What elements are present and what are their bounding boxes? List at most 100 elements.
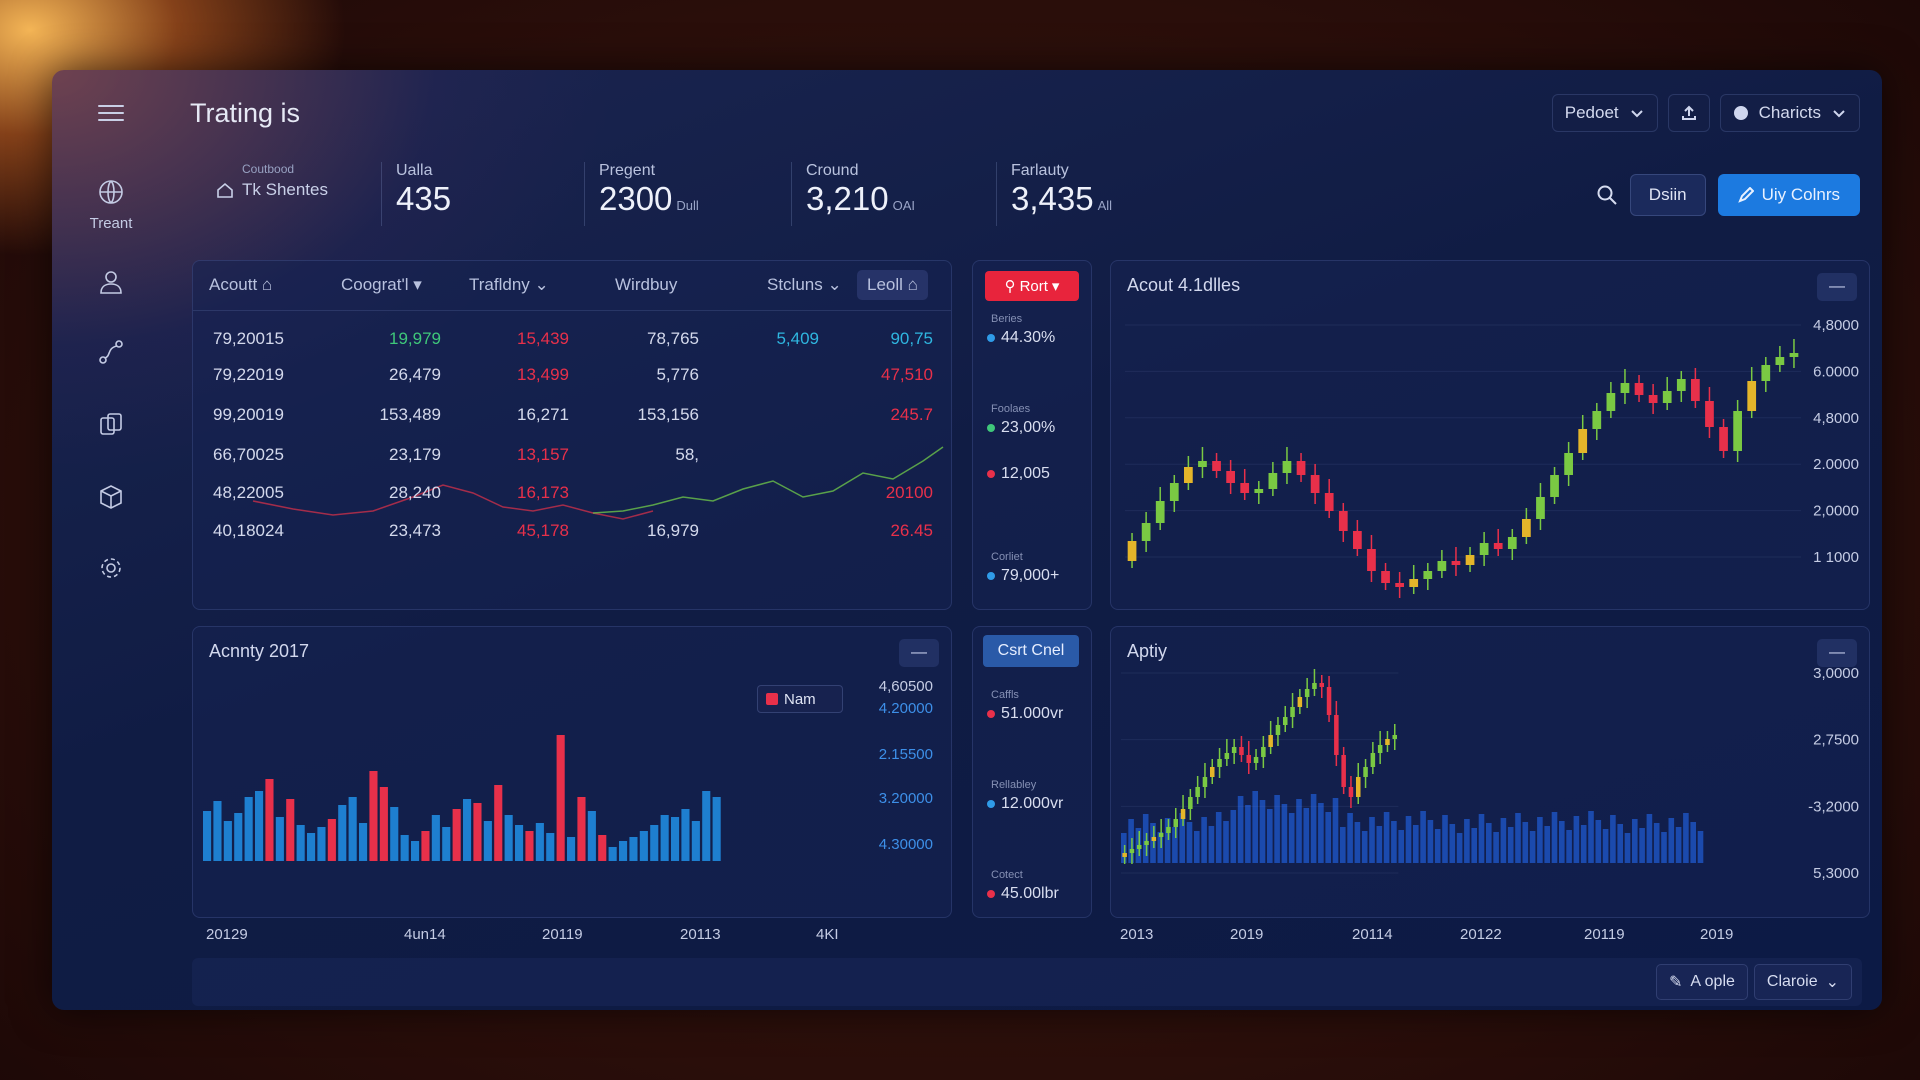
candle-body (1253, 757, 1259, 763)
table-cell: 45,178 (517, 521, 569, 540)
volume-bar (1274, 795, 1280, 863)
candle-body (1479, 543, 1489, 555)
candle-body (1437, 561, 1447, 571)
sidebar-item-settings[interactable] (52, 554, 170, 587)
ratio-item: 12,005 (987, 461, 1087, 483)
y-tick-label: -3,2000 (1808, 798, 1859, 815)
table-cell: 13,499 (517, 365, 569, 384)
candle-body (1634, 383, 1644, 395)
rort-button[interactable]: ⚲ Rort ▾ (985, 271, 1079, 301)
activity-bar (379, 787, 388, 861)
volume-bar (1551, 812, 1558, 863)
x-tick-label: 2019 (1230, 926, 1264, 943)
candle-body (1507, 537, 1517, 549)
status-dot (987, 800, 995, 808)
candle-body (1282, 717, 1288, 725)
activity-bar (567, 837, 576, 861)
table-cell: 90,75 (890, 329, 933, 348)
candle-body (1392, 735, 1398, 739)
candle-x-axis: 2013 2019 20114 20122 20119 2019 (1110, 926, 1870, 946)
candle-body (1338, 511, 1348, 531)
table-cell: 99,20019 (213, 405, 284, 424)
sidebar-item-route[interactable] (52, 338, 170, 371)
stat-caption: Farlauty (1011, 162, 1069, 179)
col-header-stcluns[interactable]: Stcluns ⌄ (767, 275, 842, 294)
product-dropdown[interactable]: Pedoet (1551, 94, 1658, 132)
y-tick-label: 4,8000 (1813, 410, 1859, 427)
y-tick-label: 2.0000 (1813, 456, 1859, 473)
stat-caption: Pregent (599, 162, 656, 179)
ratio-item: Foolaes 23,00% (987, 403, 1087, 437)
table-cell: 245.7 (890, 405, 933, 424)
activity-bar (712, 797, 721, 861)
volume-bar (1361, 831, 1368, 863)
volume-bar (1398, 830, 1404, 863)
col-header-coograt[interactable]: Coograt'l ▾ (341, 275, 422, 294)
table-row[interactable]: 40,18024 23,473 45,178 16,979 26.45 (193, 509, 951, 555)
cost-cancel-button[interactable]: Csrt Cnel (983, 635, 1079, 667)
export-button[interactable] (1667, 94, 1710, 132)
activity-bar (411, 841, 420, 861)
y-tick-label: 2,7500 (1813, 732, 1859, 749)
sidebar-item-user[interactable] (52, 268, 170, 301)
x-tick-label: 20119 (1584, 926, 1625, 943)
col-header-label: Stcluns (767, 275, 823, 294)
table-cell: 26.45 (890, 521, 933, 540)
panel-menu-button[interactable]: — (1817, 639, 1857, 667)
y-tick-label: 6.0000 (1813, 363, 1859, 380)
candle-body (1312, 683, 1317, 689)
volume-bar (1347, 813, 1353, 863)
y-tick-label: 3.20000 (879, 790, 933, 807)
sidebar: Treant (52, 70, 170, 1010)
stat-value: 2300 (599, 180, 673, 217)
table-row[interactable]: 79,22019 26,479 13,499 5,776 47,510 (193, 353, 951, 399)
candle-body (1261, 747, 1266, 757)
volume-bar (1697, 831, 1704, 863)
hamburger-menu-icon[interactable] (98, 100, 124, 122)
stat-shortcut[interactable]: Coutbood Tk Shentes (202, 162, 382, 226)
sidebar-item-copy[interactable] (52, 410, 170, 443)
table-row[interactable]: 79,20015 19,979 15,439 78,765 5,409 90,75 (193, 317, 951, 363)
volume-bar (1493, 832, 1499, 863)
table-cell: 15,439 (517, 329, 569, 348)
panel-menu-button[interactable]: — (1817, 273, 1857, 301)
y-tick-label: 4,8000 (1813, 317, 1859, 334)
volume-bar (1186, 822, 1193, 863)
volume-bar (1172, 827, 1178, 863)
col-header-acoutt[interactable]: Acoutt ⌂ (209, 275, 273, 294)
activity-bar (286, 799, 295, 861)
candle-body (1550, 475, 1559, 497)
col-header-wirdbuy[interactable]: Wirdbuy (615, 275, 677, 295)
dsiin-button[interactable]: Dsiin (1629, 174, 1706, 216)
panel-menu-button[interactable]: — (899, 639, 939, 667)
apple-button[interactable]: ✎ A ople (1656, 964, 1748, 1000)
volume-bar (1668, 818, 1675, 863)
cost-value: 12.000vr (1001, 795, 1064, 812)
volume-bar (1653, 823, 1660, 863)
cost-value: 45.00lbr (1001, 885, 1059, 902)
table-cell: 26,479 (389, 365, 441, 384)
volume-bar (1522, 822, 1529, 863)
candle-body (1136, 845, 1142, 849)
sidebar-item-box[interactable] (52, 482, 170, 515)
candle-body (1127, 541, 1137, 561)
candlestick-chart-bottom: 3,0000 2,7500 -3,2000 5,3000 (1121, 665, 1859, 882)
sidebar-item-treant[interactable]: Treant (52, 178, 170, 232)
candle-body (1297, 697, 1303, 707)
legend-dropdown[interactable]: Nam (757, 685, 843, 713)
stat-cround: Cround 3,210 OAI (792, 162, 997, 226)
volume-bar (1580, 825, 1587, 863)
table-cell: 40,18024 (213, 521, 284, 540)
table-row[interactable]: 48,22005 28,240 16,173 20100 (193, 471, 951, 517)
claroie-dropdown[interactable]: Claroie ⌄ (1753, 964, 1852, 1000)
table-row[interactable]: 66,70025 23,179 13,157 58, (193, 433, 951, 479)
volume-bar (1632, 819, 1638, 863)
candle-body (1202, 777, 1208, 787)
buy-button[interactable]: Uiy Colnrs (1717, 174, 1860, 216)
table-row[interactable]: 99,20019 153,489 16,271 153,156 245.7 (193, 393, 951, 439)
charts-dropdown[interactable]: Charicts (1719, 94, 1860, 132)
table-cell: 23,473 (389, 521, 441, 540)
search-icon[interactable] (1596, 184, 1618, 206)
col-header-leoll[interactable]: Leoll ⌂ (857, 270, 928, 300)
col-header-trafldny[interactable]: Trafldny ⌄ (469, 275, 549, 294)
